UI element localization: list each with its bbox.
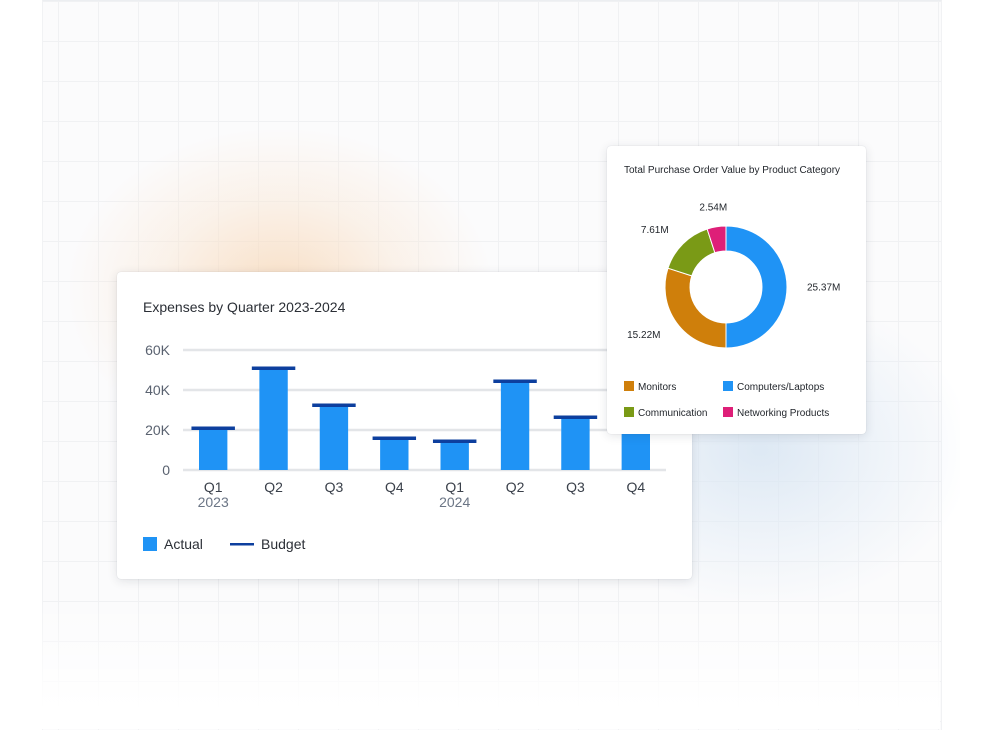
x-tick-label: Q1 <box>204 479 223 495</box>
legend-label: Communication <box>638 408 707 419</box>
background-fade <box>42 600 940 729</box>
legend-budget-swatch <box>230 543 254 546</box>
donut-slice <box>725 225 788 349</box>
bar-chart-title: Expenses by Quarter 2023-2024 <box>143 299 346 315</box>
legend-swatch <box>723 381 733 391</box>
expenses-bar-chart: Expenses by Quarter 2023-2024 0 20K 40K 60K… <box>143 299 666 552</box>
actual-bar <box>259 370 288 470</box>
budget-marker <box>553 415 598 419</box>
legend-actual-label: Actual <box>164 536 203 552</box>
budget-marker <box>432 439 477 443</box>
y-tick-label: 20K <box>145 422 171 438</box>
x-tick-label: Q4 <box>626 479 645 495</box>
legend-actual-swatch <box>143 537 157 551</box>
budget-marker <box>312 403 356 407</box>
purchase-order-donut-card: Total Purchase Order Value by Product Ca… <box>607 146 866 434</box>
y-tick-label: 40K <box>145 382 171 398</box>
donut-value-label: 25.37M <box>807 283 840 294</box>
actual-bar <box>500 382 530 470</box>
x-group-label: 2023 <box>198 494 229 510</box>
expenses-bar-chart-card: Expenses by Quarter 2023-2024 0 20K 40K 60K… <box>117 272 692 579</box>
actual-bar <box>380 438 409 470</box>
actual-bar <box>440 442 469 470</box>
legend-budget-label: Budget <box>261 536 305 552</box>
y-tick-label: 60K <box>145 342 171 358</box>
x-tick-label: Q4 <box>385 479 404 495</box>
actual-bar <box>561 417 590 470</box>
donut-slice <box>706 225 727 254</box>
x-tick-label: Q3 <box>566 479 585 495</box>
donut-slice <box>667 228 716 277</box>
legend-swatch <box>624 407 634 417</box>
legend-swatch <box>723 407 733 417</box>
budget-marker <box>493 379 537 383</box>
y-tick-label: 0 <box>162 462 170 478</box>
legend-label: Computers/Laptops <box>737 382 824 393</box>
donut-value-label: 2.54M <box>699 202 727 213</box>
budget-marker <box>372 436 417 440</box>
budget-marker <box>251 366 296 370</box>
x-tick-label: Q3 <box>325 479 344 495</box>
actual-bar <box>198 430 228 470</box>
legend-label: Networking Products <box>737 408 829 419</box>
actual-bar <box>319 406 349 470</box>
x-tick-label: Q1 <box>445 479 464 495</box>
x-tick-label: Q2 <box>506 479 525 495</box>
donut-slice <box>664 267 727 349</box>
donut-value-label: 7.61M <box>641 225 669 236</box>
donut-value-label: 15.22M <box>627 330 660 341</box>
donut-chart-title: Total Purchase Order Value by Product Ca… <box>624 165 840 176</box>
budget-marker <box>191 426 235 430</box>
purchase-order-donut-chart: Total Purchase Order Value by Product Ca… <box>624 165 840 419</box>
legend-swatch <box>624 381 634 391</box>
x-group-label: 2024 <box>439 494 470 510</box>
x-tick-label: Q2 <box>264 479 283 495</box>
legend-label: Monitors <box>638 382 676 393</box>
